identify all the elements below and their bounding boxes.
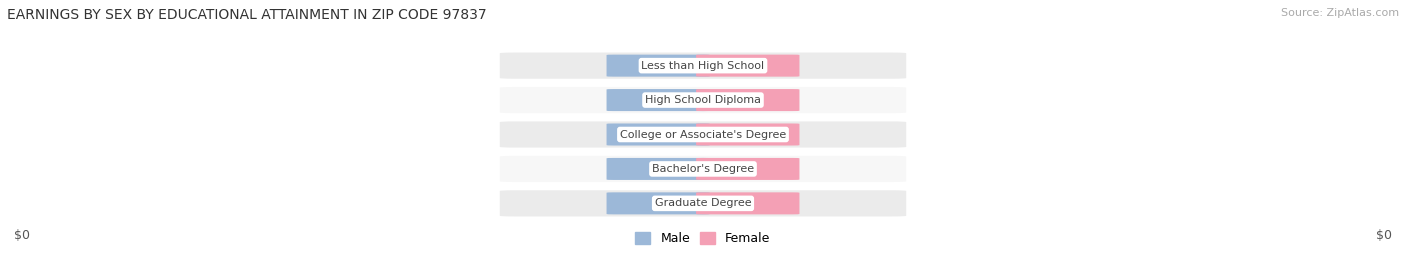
FancyBboxPatch shape (696, 55, 800, 77)
FancyBboxPatch shape (696, 89, 800, 111)
FancyBboxPatch shape (606, 158, 710, 180)
FancyBboxPatch shape (606, 55, 710, 77)
Text: $0: $0 (14, 229, 30, 242)
FancyBboxPatch shape (606, 123, 710, 146)
Text: $0: $0 (651, 95, 665, 105)
Text: $0: $0 (651, 164, 665, 174)
FancyBboxPatch shape (499, 156, 907, 182)
Text: Bachelor's Degree: Bachelor's Degree (652, 164, 754, 174)
Text: $0: $0 (651, 129, 665, 140)
FancyBboxPatch shape (499, 52, 907, 79)
Text: Graduate Degree: Graduate Degree (655, 198, 751, 208)
FancyBboxPatch shape (499, 121, 907, 148)
Text: $0: $0 (741, 198, 755, 208)
Legend: Male, Female: Male, Female (636, 232, 770, 245)
Text: $0: $0 (741, 95, 755, 105)
FancyBboxPatch shape (499, 87, 907, 113)
Text: College or Associate's Degree: College or Associate's Degree (620, 129, 786, 140)
FancyBboxPatch shape (606, 89, 710, 111)
FancyBboxPatch shape (499, 190, 907, 217)
FancyBboxPatch shape (696, 192, 800, 214)
Text: Less than High School: Less than High School (641, 61, 765, 71)
Text: Source: ZipAtlas.com: Source: ZipAtlas.com (1281, 8, 1399, 18)
Text: $0: $0 (651, 61, 665, 71)
Text: $0: $0 (741, 164, 755, 174)
FancyBboxPatch shape (696, 158, 800, 180)
FancyBboxPatch shape (606, 192, 710, 214)
Text: $0: $0 (741, 61, 755, 71)
Text: $0: $0 (741, 129, 755, 140)
Text: $0: $0 (651, 198, 665, 208)
Text: High School Diploma: High School Diploma (645, 95, 761, 105)
FancyBboxPatch shape (696, 123, 800, 146)
Text: $0: $0 (1376, 229, 1392, 242)
Text: EARNINGS BY SEX BY EDUCATIONAL ATTAINMENT IN ZIP CODE 97837: EARNINGS BY SEX BY EDUCATIONAL ATTAINMEN… (7, 8, 486, 22)
